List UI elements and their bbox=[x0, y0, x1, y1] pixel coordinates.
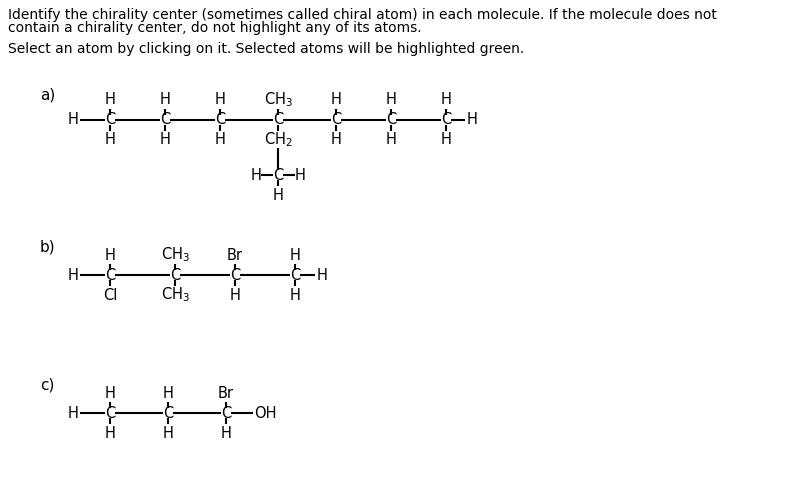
Text: C: C bbox=[273, 167, 283, 182]
Text: C: C bbox=[215, 113, 225, 127]
Text: C: C bbox=[105, 113, 115, 127]
Text: H: H bbox=[290, 287, 300, 302]
Text: C: C bbox=[160, 113, 170, 127]
Text: H: H bbox=[316, 267, 328, 282]
Text: Identify the chirality center (sometimes called chiral atom) in each molecule. I: Identify the chirality center (sometimes… bbox=[8, 8, 717, 22]
Text: H: H bbox=[230, 287, 240, 302]
Text: c): c) bbox=[40, 378, 54, 393]
Text: H: H bbox=[272, 188, 284, 203]
Text: H: H bbox=[67, 267, 78, 282]
Text: H: H bbox=[105, 248, 115, 262]
Text: H: H bbox=[385, 132, 396, 147]
Text: C: C bbox=[105, 405, 115, 420]
Text: CH$_2$: CH$_2$ bbox=[264, 130, 292, 149]
Text: H: H bbox=[159, 132, 171, 147]
Text: contain a chirality center, do not highlight any of its atoms.: contain a chirality center, do not highl… bbox=[8, 21, 421, 35]
Text: C: C bbox=[290, 267, 300, 282]
Text: C: C bbox=[230, 267, 240, 282]
Text: Select an atom by clicking on it. Selected atoms will be highlighted green.: Select an atom by clicking on it. Select… bbox=[8, 42, 524, 56]
Text: C: C bbox=[331, 113, 341, 127]
Text: Br: Br bbox=[218, 385, 234, 400]
Text: H: H bbox=[466, 113, 477, 127]
Text: H: H bbox=[331, 93, 341, 108]
Text: H: H bbox=[331, 132, 341, 147]
Text: CH$_3$: CH$_3$ bbox=[264, 91, 292, 110]
Text: H: H bbox=[159, 93, 171, 108]
Text: OH: OH bbox=[254, 405, 276, 420]
Text: H: H bbox=[163, 385, 174, 400]
Text: H: H bbox=[163, 425, 174, 441]
Text: H: H bbox=[215, 93, 225, 108]
Text: H: H bbox=[385, 93, 396, 108]
Text: a): a) bbox=[40, 88, 55, 103]
Text: H: H bbox=[67, 405, 78, 420]
Text: H: H bbox=[441, 132, 452, 147]
Text: H: H bbox=[215, 132, 225, 147]
Text: C: C bbox=[163, 405, 173, 420]
Text: H: H bbox=[67, 113, 78, 127]
Text: H: H bbox=[105, 132, 115, 147]
Text: H: H bbox=[105, 93, 115, 108]
Text: CH$_3$: CH$_3$ bbox=[160, 286, 190, 304]
Text: H: H bbox=[105, 385, 115, 400]
Text: Br: Br bbox=[227, 248, 243, 262]
Text: H: H bbox=[251, 167, 261, 182]
Text: C: C bbox=[386, 113, 396, 127]
Text: H: H bbox=[290, 248, 300, 262]
Text: H: H bbox=[105, 425, 115, 441]
Text: H: H bbox=[220, 425, 231, 441]
Text: C: C bbox=[221, 405, 231, 420]
Text: C: C bbox=[273, 113, 283, 127]
Text: H: H bbox=[295, 167, 305, 182]
Text: C: C bbox=[105, 267, 115, 282]
Text: CH$_3$: CH$_3$ bbox=[160, 246, 190, 264]
Text: H: H bbox=[441, 93, 452, 108]
Text: b): b) bbox=[40, 240, 55, 255]
Text: Cl: Cl bbox=[103, 287, 117, 302]
Text: C: C bbox=[441, 113, 451, 127]
Text: C: C bbox=[170, 267, 180, 282]
